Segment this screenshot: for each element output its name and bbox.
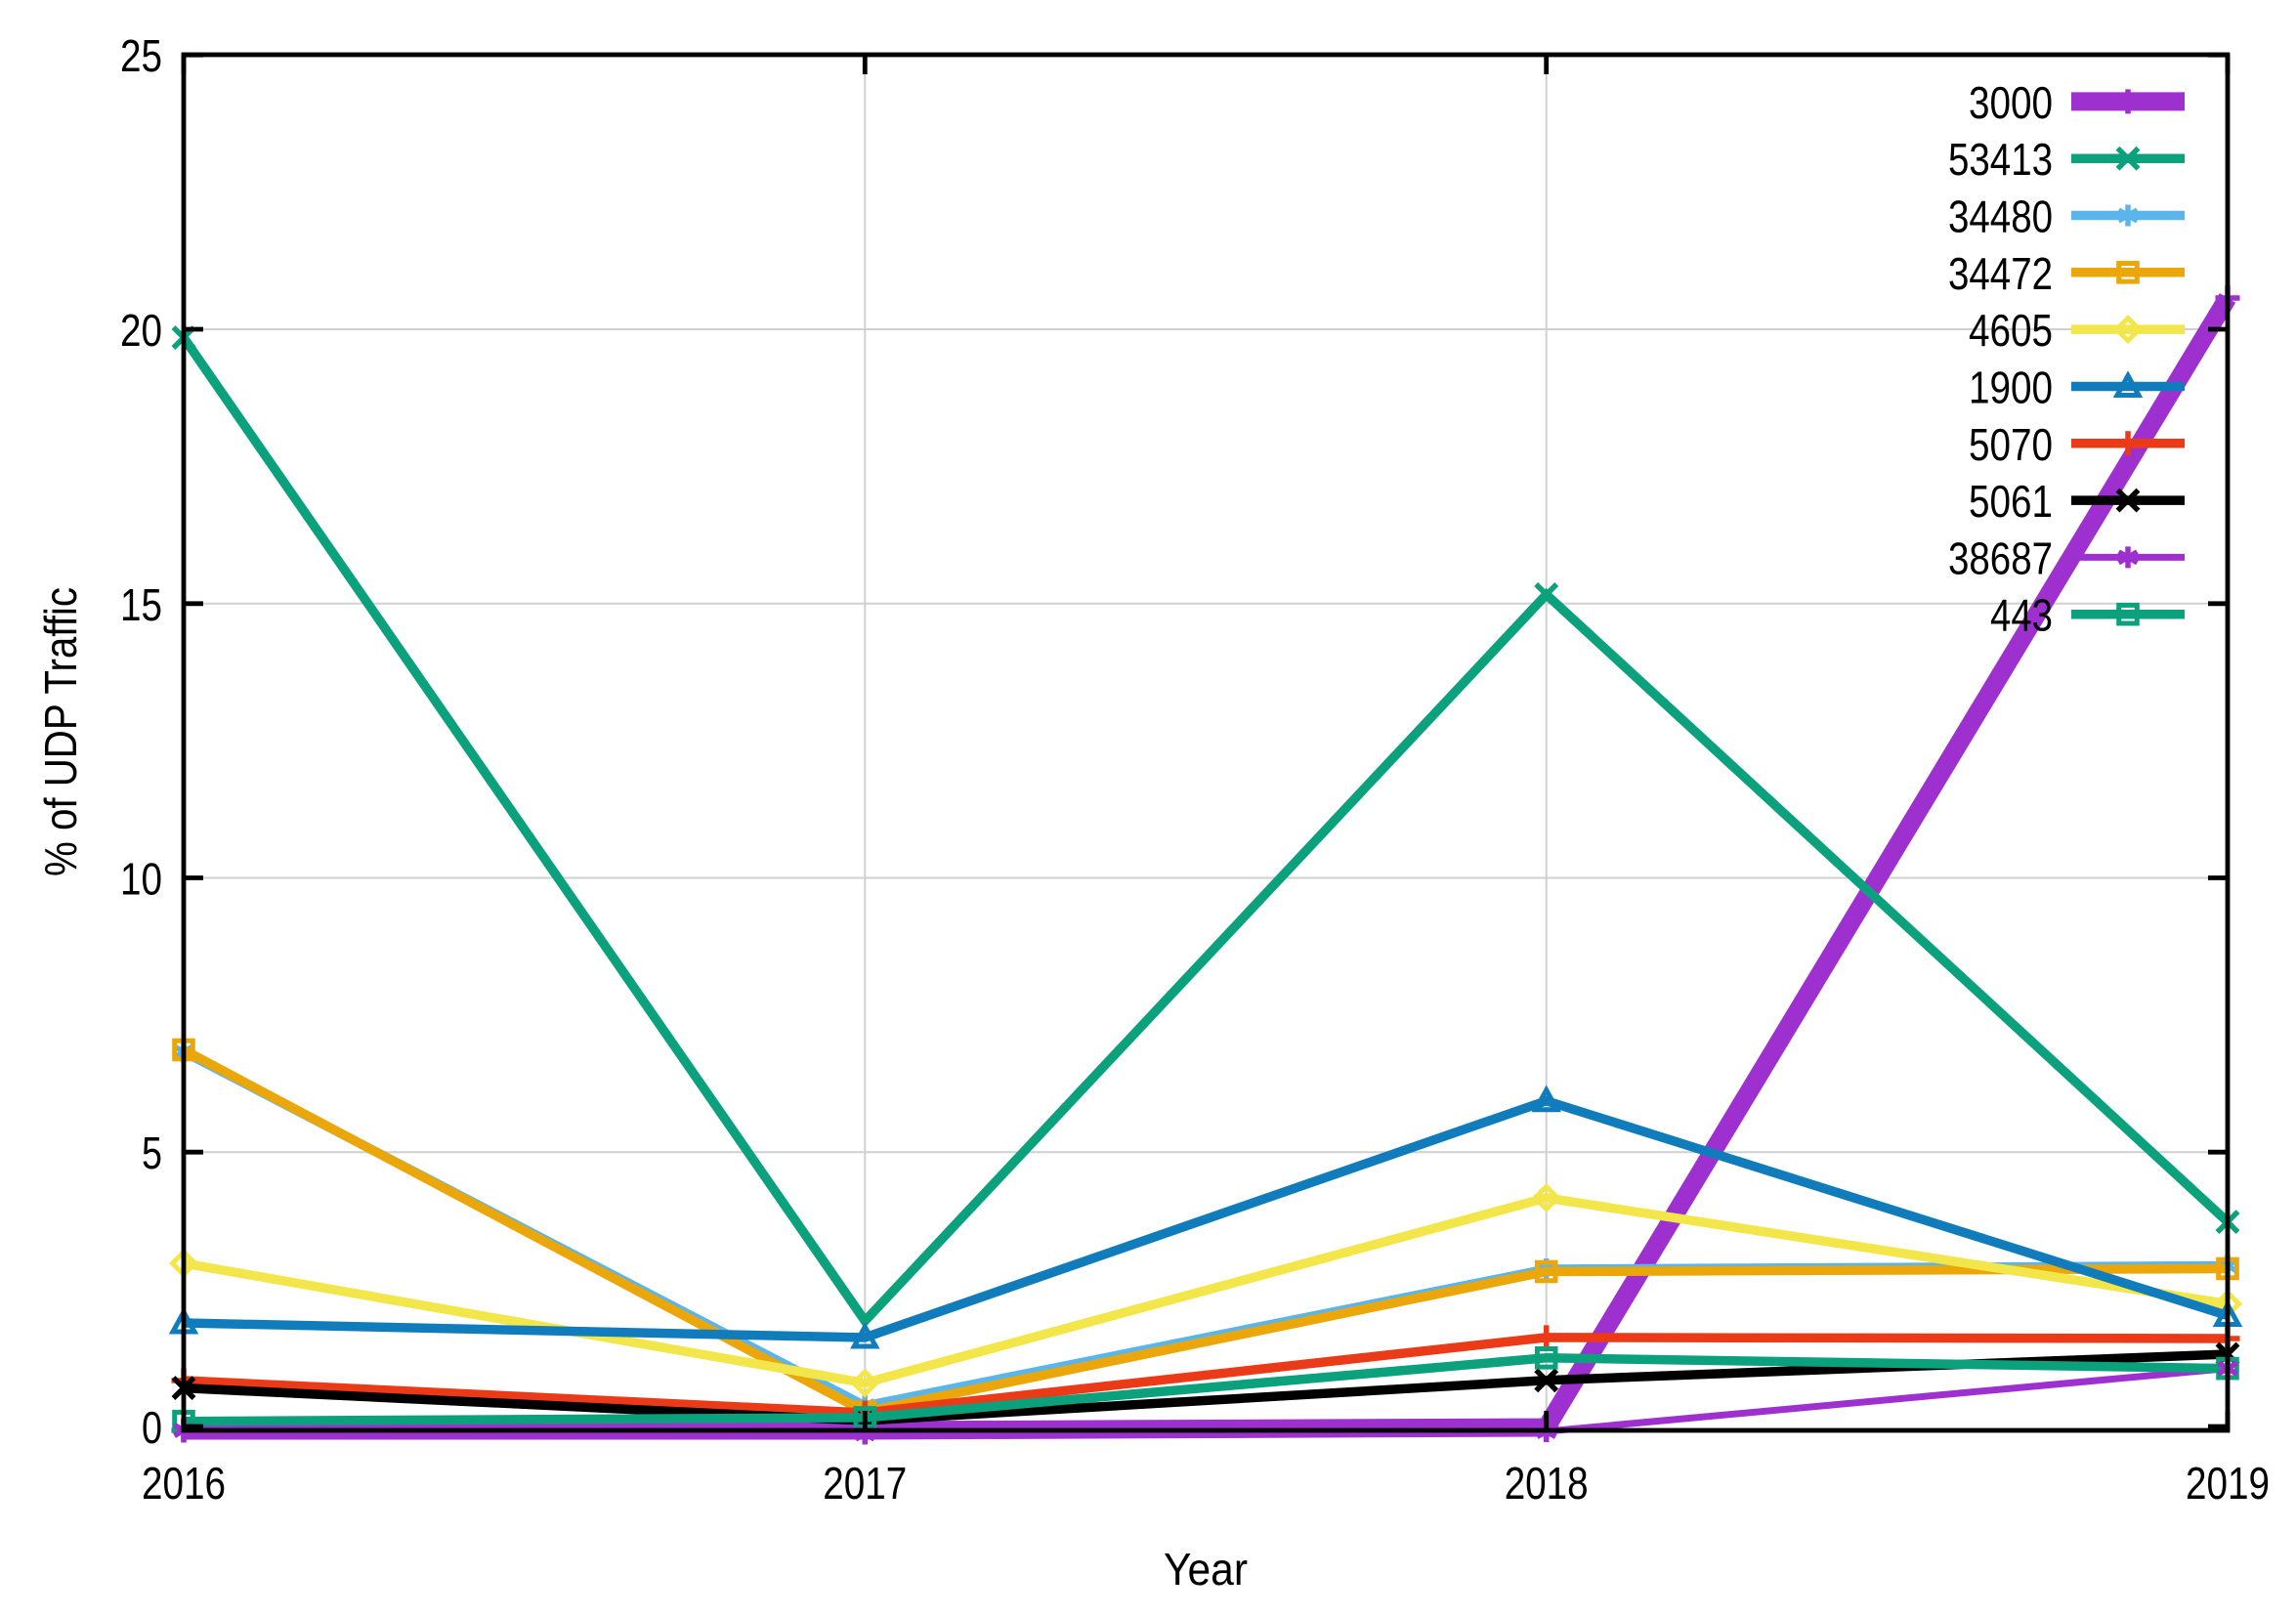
svg-text:Year: Year bbox=[1164, 1544, 1248, 1595]
svg-text:5070: 5070 bbox=[1969, 419, 2053, 470]
svg-text:0: 0 bbox=[142, 1402, 162, 1453]
svg-text:2019: 2019 bbox=[2186, 1458, 2270, 1509]
svg-text:3000: 3000 bbox=[1969, 77, 2053, 128]
svg-text:443: 443 bbox=[1990, 590, 2053, 641]
svg-text:5061: 5061 bbox=[1969, 476, 2053, 527]
svg-text:53413: 53413 bbox=[1948, 134, 2053, 185]
svg-text:38687: 38687 bbox=[1948, 532, 2053, 583]
svg-text:34472: 34472 bbox=[1948, 248, 2053, 299]
svg-text:2016: 2016 bbox=[142, 1458, 226, 1509]
svg-text:2018: 2018 bbox=[1505, 1458, 1589, 1509]
svg-text:20: 20 bbox=[120, 305, 162, 356]
svg-text:15: 15 bbox=[120, 579, 162, 630]
svg-text:4605: 4605 bbox=[1969, 305, 2053, 356]
svg-text:10: 10 bbox=[120, 854, 162, 905]
svg-text:25: 25 bbox=[120, 30, 162, 81]
svg-text:% of UDP Traffic: % of UDP Traffic bbox=[35, 587, 86, 876]
svg-text:2017: 2017 bbox=[823, 1458, 907, 1509]
svg-text:1900: 1900 bbox=[1969, 362, 2053, 413]
svg-text:34480: 34480 bbox=[1948, 191, 2053, 242]
svg-text:5: 5 bbox=[142, 1128, 162, 1178]
